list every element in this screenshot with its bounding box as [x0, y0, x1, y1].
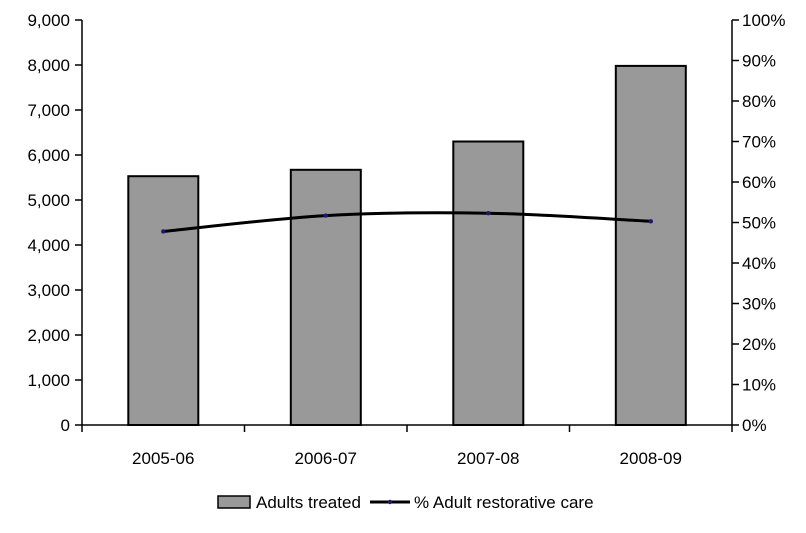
legend-swatch-bar — [217, 495, 251, 509]
right-tick-label: 20% — [742, 335, 776, 354]
bar-2007-08 — [452, 140, 525, 426]
x-tick-label-2007-08: 2007-08 — [457, 449, 519, 468]
left-tick-label: 3,000 — [27, 281, 70, 300]
bar-2008-09 — [614, 64, 687, 427]
left-tick-label: 8,000 — [27, 56, 70, 75]
right-tick-label: 30% — [742, 295, 776, 314]
right-tick-label: 70% — [742, 133, 776, 152]
right-tick-label: 80% — [742, 92, 776, 111]
line-point-2006-07 — [323, 213, 328, 218]
left-tick-label: 7,000 — [27, 101, 70, 120]
axes-layer: 0 1,000 2,000 3,000 4,000 5,000 6,000 7,000 8,00… — [27, 11, 785, 468]
left-tick-label: 4,000 — [27, 236, 70, 255]
line-series-restorative-care — [163, 211, 651, 233]
line-layer — [161, 211, 653, 234]
right-tick-label: 90% — [742, 52, 776, 71]
legend-swatch-point — [387, 499, 393, 505]
bar-2006-07 — [289, 168, 362, 426]
bar-2005-06 — [127, 175, 200, 426]
left-tick-label: 6,000 — [27, 146, 70, 165]
right-tick-label: 100% — [742, 11, 785, 30]
right-tick-label: 50% — [742, 214, 776, 233]
right-tick-label: 10% — [742, 376, 776, 395]
x-tick-label-2005-06: 2005-06 — [132, 449, 194, 468]
left-tick-label: 0 — [61, 416, 70, 435]
x-tick-label-2008-09: 2008-09 — [620, 449, 682, 468]
bars-layer — [127, 64, 687, 427]
legend: Adults treated % Adult restorative care — [217, 493, 594, 512]
legend-label-adults-treated: Adults treated — [256, 493, 361, 512]
left-tick-label: 2,000 — [27, 326, 70, 345]
line-point-2007-08 — [486, 211, 491, 216]
legend-label-restorative-care: % Adult restorative care — [414, 493, 594, 512]
x-tick-label-2006-07: 2006-07 — [295, 449, 357, 468]
right-tick-label: 40% — [742, 254, 776, 273]
line-point-2005-06 — [161, 229, 166, 234]
left-tick-label: 1,000 — [27, 371, 70, 390]
line-point-2008-09 — [648, 219, 653, 224]
right-tick-label: 0% — [742, 416, 767, 435]
left-tick-label: 9,000 — [27, 11, 70, 30]
right-tick-label: 60% — [742, 173, 776, 192]
left-tick-label: 5,000 — [27, 191, 70, 210]
